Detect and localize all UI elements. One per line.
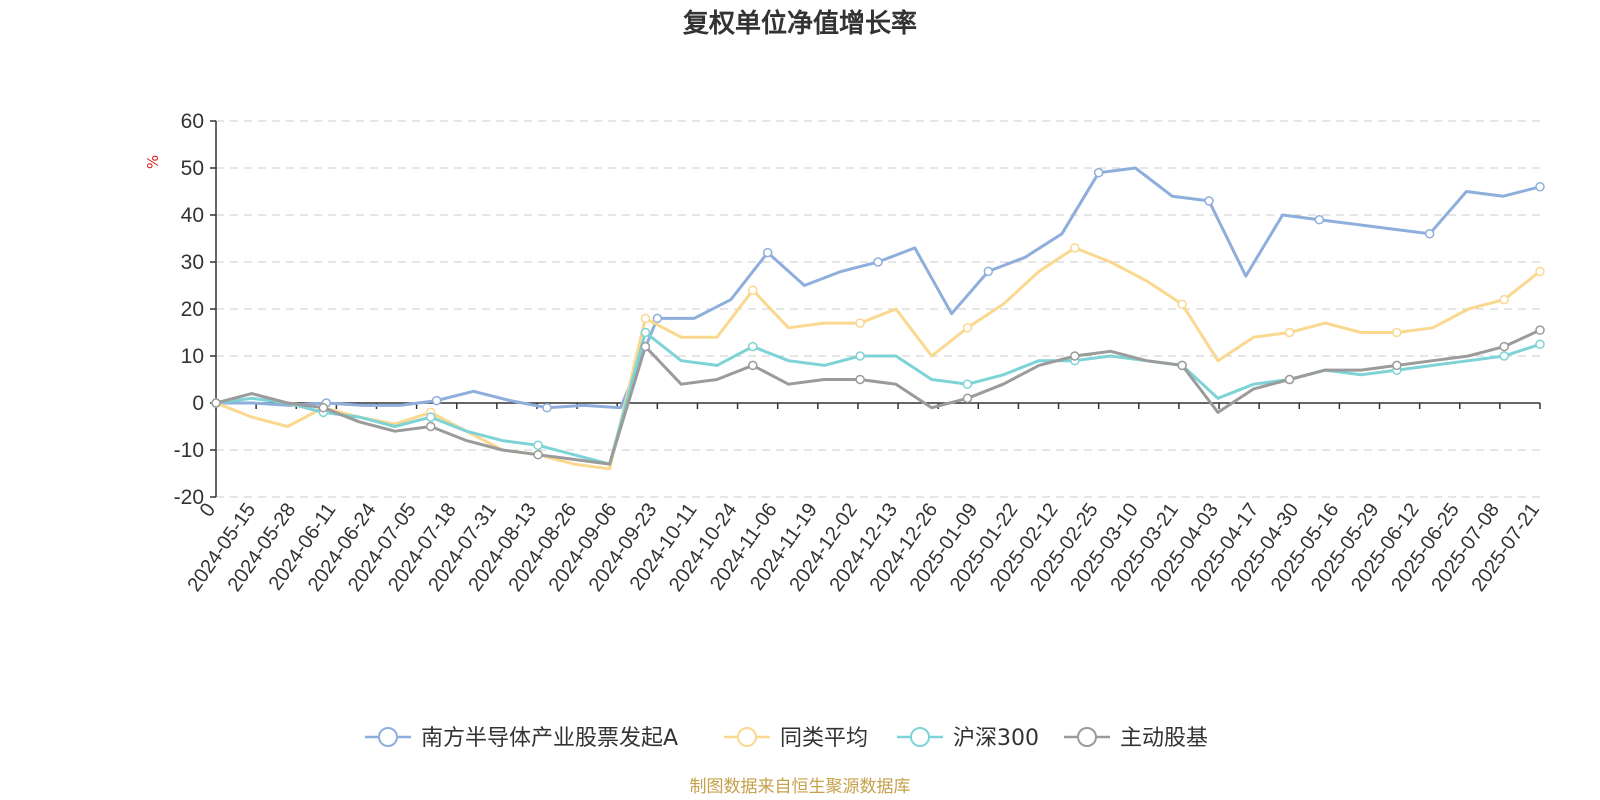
data-point [318,402,329,413]
y-tick-label: -10 [174,439,204,462]
series-line [214,331,1542,466]
data-point [1535,339,1545,349]
source-note: 制图数据来自恒生聚源数据库 [690,777,911,797]
data-point [425,412,436,422]
data-point [1535,266,1545,277]
data-point [1392,327,1402,338]
y-axis: -20 -10 0 10 20 30 40 50 60 [174,110,217,509]
legend-label: 南方半导体产业股票发起A [421,726,678,751]
data-point [983,266,994,277]
data-point [962,323,973,333]
y-tick-label: -20 [174,486,204,509]
data-point [1177,360,1187,371]
legend-label: 沪深300 [953,726,1039,751]
data-point [873,257,883,267]
legend-item[interactable]: 沪深300 [897,726,1039,751]
legend-label: 主动股基 [1120,726,1208,751]
data-point [1177,299,1187,310]
data-point [855,374,865,385]
data-point [748,341,758,352]
x-tick-label: 0 [196,499,220,521]
y-tick-label: 50 [181,157,204,180]
data-point [431,395,442,406]
y-tick-label: 0 [192,392,204,415]
legend-item[interactable]: 主动股基 [1064,726,1208,751]
data-point [1314,214,1325,225]
data-point [425,421,436,432]
data-point [748,360,758,371]
data-point [855,318,865,328]
data-point [1284,374,1295,385]
data-point [211,398,221,408]
data-point [640,313,651,324]
data-point [748,285,758,295]
data-point [1424,229,1435,239]
legend-circle-icon [1077,727,1097,747]
data-point [533,449,543,460]
legend: 南方半导体产业股票发起A 同类平均 沪深300 主动股基 [365,726,1208,751]
data-point [855,351,865,361]
y-tick-label: 10 [181,345,204,368]
data-point [652,313,663,324]
data-point [1093,167,1104,178]
y-tick-label: 60 [181,110,204,133]
data-point [640,327,651,338]
series-layer [211,166,1545,471]
data-point [962,393,973,404]
data-point [1499,351,1509,361]
legend-circle-icon [910,727,930,747]
legend-circle-icon [378,727,398,747]
data-point [1392,360,1402,371]
y-tick-label: 30 [181,251,204,274]
data-point [533,440,543,451]
legend-item[interactable]: 同类平均 [724,726,868,751]
x-axis: 02024-05-152024-05-282024-06-112024-06-2… [184,402,1544,596]
data-point [1204,196,1214,206]
data-point [1535,325,1545,335]
data-point [762,247,773,258]
data-point [1070,243,1080,253]
data-point [962,379,973,389]
data-point [1070,351,1080,361]
data-point [640,341,651,352]
data-point [1535,182,1545,192]
data-point [542,402,552,413]
series-0 [211,166,1545,413]
y-tick-label: 40 [181,204,204,227]
series-line [214,328,1542,466]
series-line [214,246,1542,471]
legend-label: 同类平均 [780,726,868,751]
legend-circle-icon [737,727,757,747]
data-point [1499,341,1509,352]
legend-item[interactable]: 南方半导体产业股票发起A [365,726,678,751]
y-axis-unit-label: % [144,155,162,169]
data-point [1499,294,1509,305]
series-3 [211,325,1545,466]
grid-layer [216,120,1540,498]
series-2 [211,327,1545,466]
chart-title: 复权单位净值增长率 [683,8,917,39]
data-point [1284,327,1295,338]
y-tick-label: 20 [181,298,204,321]
